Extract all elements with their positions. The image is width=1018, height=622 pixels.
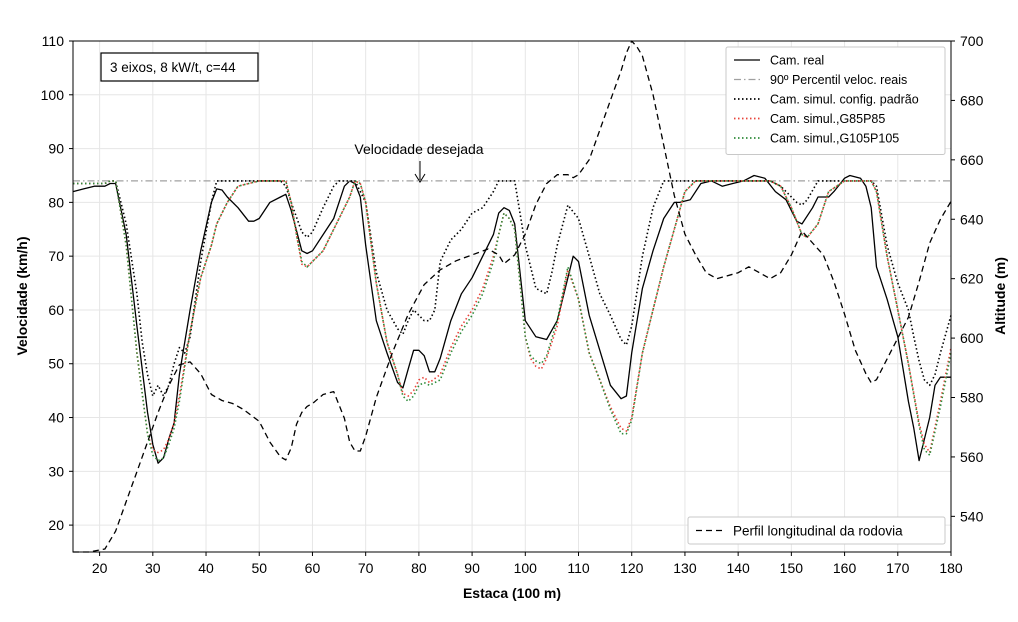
x-tick-label: 160 <box>833 560 857 576</box>
plot-frame <box>72 40 952 553</box>
y-tick-label: 50 <box>48 356 64 372</box>
legend-entry-label: Cam. simul.,G105P105 <box>770 132 899 146</box>
legend-entry-label: Cam. simul. config. padrão <box>770 93 919 107</box>
y-tick-label: 20 <box>48 517 64 533</box>
y-tick-label: 80 <box>48 194 64 210</box>
y-axis-label: Velocidade (km/h) <box>14 236 30 355</box>
x-tick-label: 30 <box>145 560 161 576</box>
y-tick-label: 110 <box>42 33 65 49</box>
plot-lines <box>72 40 952 553</box>
info-box: 3 eixos, 8 kW/t, c=44 <box>100 52 259 82</box>
y2-tick-label: 640 <box>960 211 984 227</box>
desired-speed-annotation: Velocidade desejada <box>354 141 484 183</box>
y-tick-label: 70 <box>48 248 64 264</box>
y2-tick-label: 600 <box>960 330 984 346</box>
x-tick-label: 70 <box>358 560 374 576</box>
x-tick-label: 80 <box>411 560 427 576</box>
x-tick-label: 90 <box>464 560 480 576</box>
x-tick-label: 130 <box>673 560 697 576</box>
x-tick-label: 60 <box>305 560 321 576</box>
grid <box>73 40 952 552</box>
annotation-text: Velocidade desejada <box>354 141 483 157</box>
y-tick-label: 100 <box>41 87 65 103</box>
legend-entry-label: Perfil longitudinal da rodovia <box>733 524 903 539</box>
series-line-cam-simul-g105p105 <box>73 180 952 462</box>
x-tick-label: 180 <box>939 560 963 576</box>
y2-tick-label: 660 <box>960 152 984 168</box>
x-axis-label: Estaca (100 m) <box>463 585 561 601</box>
series-line-cam-simul-g85p85 <box>73 180 952 454</box>
x-tick-label: 40 <box>198 560 214 576</box>
x-tick-label: 140 <box>726 560 750 576</box>
x-tick-label: 50 <box>251 560 267 576</box>
info-box-text: 3 eixos, 8 kW/t, c=44 <box>110 60 236 75</box>
y2-axis-label: Altitude (m) <box>992 257 1008 335</box>
x-tick-label: 110 <box>567 560 590 576</box>
y2-tick-label: 680 <box>960 92 984 108</box>
series-line-perfil-longitudinal-da-rodovia <box>73 40 952 553</box>
ticks: 20 30 40 50 60 70 80 90 100 110 120 130 140 150 160 170… <box>41 33 984 576</box>
y2-tick-label: 620 <box>960 271 984 287</box>
elevation-legend: Perfil longitudinal da rodovia <box>687 516 946 545</box>
y2-tick-label: 580 <box>960 390 984 406</box>
x-tick-label: 170 <box>886 560 910 576</box>
legend-entry-label: Cam. real <box>770 54 824 68</box>
y-tick-label: 40 <box>48 410 64 426</box>
series-line-cam-real <box>72 174 951 464</box>
y2-tick-label: 540 <box>960 508 984 524</box>
x-tick-label: 100 <box>514 560 538 576</box>
x-tick-label: 150 <box>780 560 804 576</box>
y-tick-label: 30 <box>48 463 64 479</box>
info-box-frame <box>100 52 259 82</box>
legend-frame <box>725 46 946 155</box>
legend-entry-label: 90º Percentil veloc. reais <box>770 73 907 87</box>
x-tick-label: 20 <box>92 560 108 576</box>
y2-tick-label: 560 <box>960 449 984 465</box>
elevation-legend-frame <box>687 516 946 545</box>
legend: Cam. real 90º Percentil veloc. reais Cam. … <box>725 46 946 155</box>
y2-tick-label: 700 <box>960 33 984 49</box>
y-tick-label: 60 <box>48 302 64 318</box>
annotation-arrow-head <box>414 173 426 183</box>
legend-entry-label: Cam. simul.,G85P85 <box>770 112 885 126</box>
y-tick-label: 90 <box>48 141 64 157</box>
x-tick-label: 120 <box>620 560 644 576</box>
